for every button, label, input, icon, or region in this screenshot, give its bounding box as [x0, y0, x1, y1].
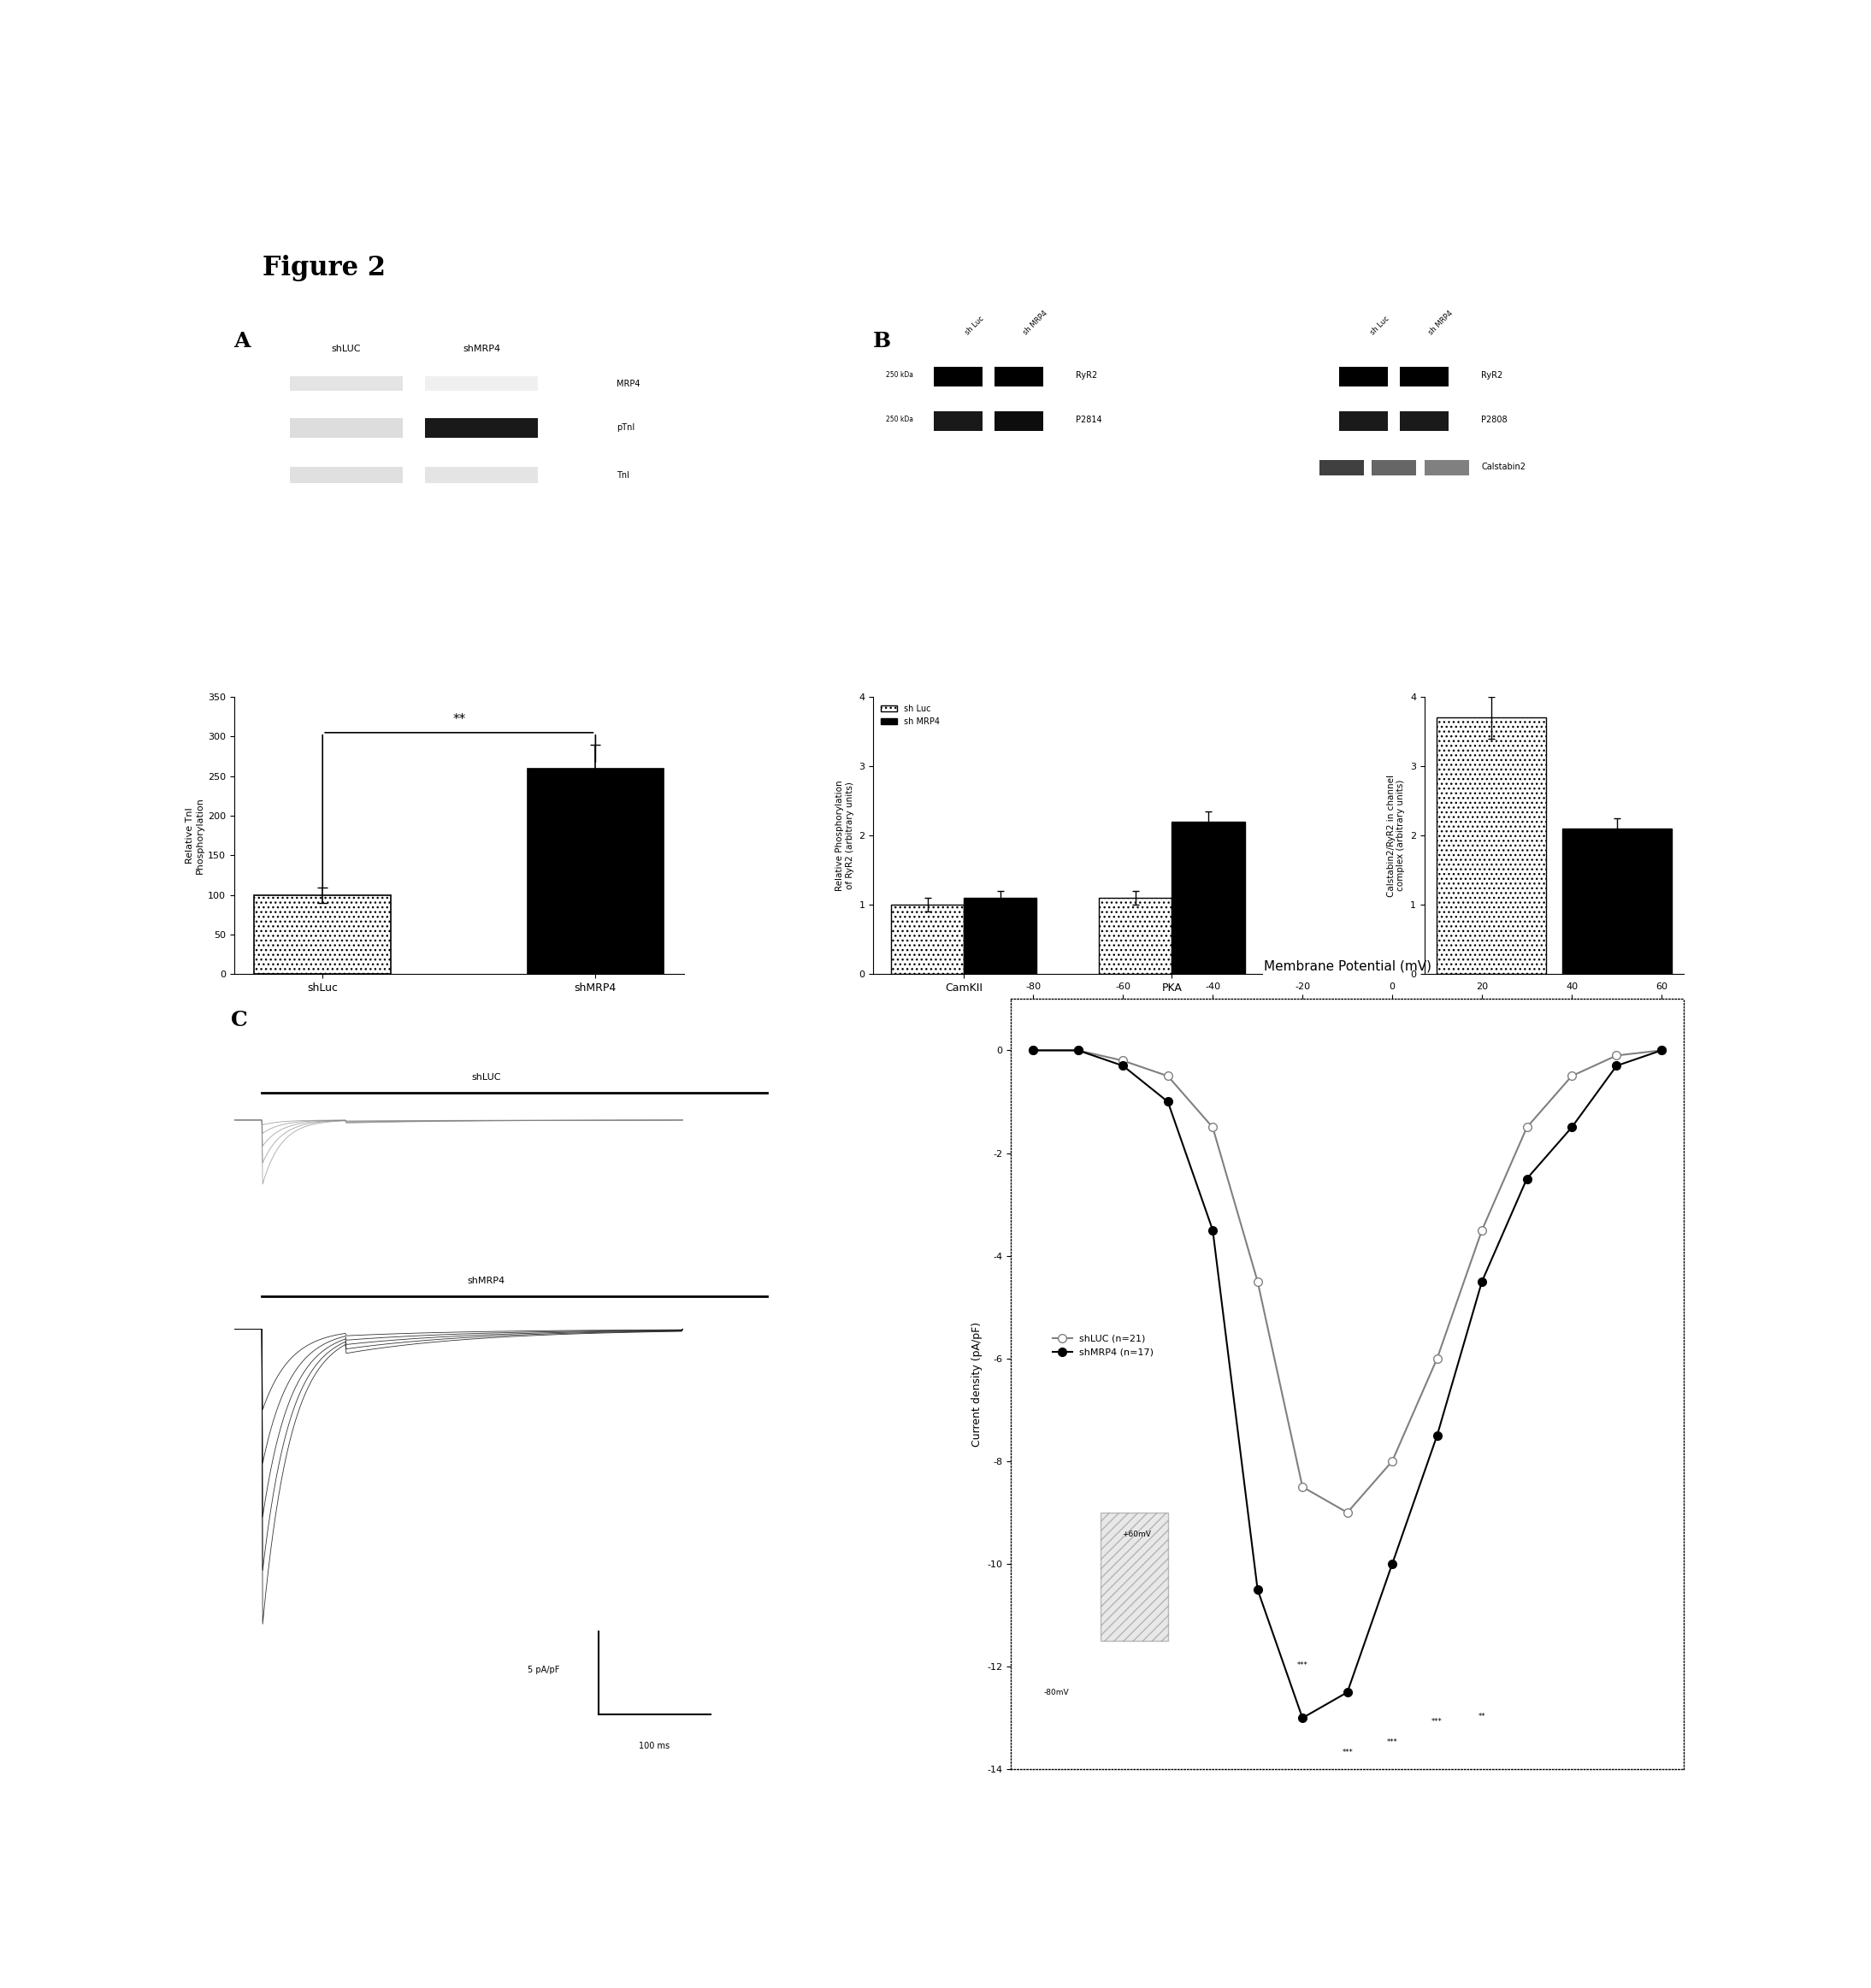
shLUC (n=21)	[1246, 1270, 1269, 1294]
shLUC (n=21)	[1381, 1449, 1403, 1473]
shLUC (n=21)	[1605, 1044, 1628, 1068]
Text: shMRP4: shMRP4	[462, 344, 500, 354]
Line: shLUC (n=21): shLUC (n=21)	[1029, 1046, 1665, 1517]
Bar	[425, 417, 537, 437]
Y-axis label: Current density (pA/pF): Current density (pA/pF)	[971, 1322, 982, 1447]
Bar	[425, 376, 537, 392]
Text: sh Luc: sh Luc	[1370, 314, 1390, 336]
shLUC (n=21)	[1111, 1050, 1134, 1074]
Bar	[1400, 412, 1448, 431]
shMRP4 (n=17)	[1471, 1270, 1493, 1294]
Text: ***: ***	[1386, 1740, 1398, 1745]
Bar	[1340, 412, 1388, 431]
Text: +60mV: +60mV	[1123, 1531, 1151, 1539]
Text: C: C	[232, 1010, 249, 1030]
shLUC (n=21)	[1650, 1038, 1673, 1062]
Text: 250 kDa: 250 kDa	[885, 415, 913, 423]
Text: RyR2: RyR2	[1482, 372, 1502, 380]
shLUC (n=21)	[1560, 1064, 1583, 1087]
Bar	[964, 899, 1037, 974]
Text: B: B	[874, 330, 891, 352]
shMRP4 (n=17)	[1022, 1038, 1044, 1062]
Text: **: **	[1478, 1714, 1486, 1720]
Bar	[425, 467, 537, 483]
shMRP4 (n=17)	[1111, 1054, 1134, 1077]
shMRP4 (n=17)	[1246, 1578, 1269, 1602]
shMRP4 (n=17)	[1381, 1553, 1403, 1576]
Bar	[1098, 899, 1171, 974]
Text: ***: ***	[1342, 1749, 1353, 1757]
shLUC (n=21)	[1426, 1346, 1448, 1370]
shMRP4 (n=17)	[1605, 1054, 1628, 1077]
Bar	[1100, 1513, 1168, 1640]
shLUC (n=21)	[1201, 1115, 1224, 1139]
Text: Figure 2: Figure 2	[262, 254, 385, 282]
Legend: shLUC (n=21), shMRP4 (n=17): shLUC (n=21), shMRP4 (n=17)	[1050, 1330, 1158, 1360]
Title: Membrane Potential (mV): Membrane Potential (mV)	[1263, 960, 1431, 972]
Bar	[1424, 459, 1469, 475]
Bar	[934, 412, 982, 431]
Bar	[1371, 459, 1416, 475]
Bar	[1437, 718, 1545, 974]
Text: MRP4: MRP4	[617, 380, 640, 388]
shLUC (n=21)	[1156, 1064, 1179, 1087]
Bar	[891, 905, 964, 974]
Text: 250 kDa: 250 kDa	[885, 372, 913, 380]
shLUC (n=21)	[1066, 1038, 1089, 1062]
Bar	[290, 376, 402, 392]
Text: -80mV: -80mV	[1044, 1688, 1068, 1696]
Text: 100 ms: 100 ms	[640, 1741, 670, 1749]
Text: RyR2: RyR2	[1076, 372, 1098, 380]
shLUC (n=21)	[1291, 1475, 1313, 1499]
Bar	[290, 467, 402, 483]
Text: sh MRP4: sh MRP4	[1428, 310, 1454, 336]
shMRP4 (n=17)	[1066, 1038, 1089, 1062]
shMRP4 (n=17)	[1291, 1706, 1313, 1730]
Bar	[1171, 821, 1244, 974]
shMRP4 (n=17)	[1156, 1089, 1179, 1113]
shMRP4 (n=17)	[1650, 1038, 1673, 1062]
Bar	[1400, 368, 1448, 386]
shMRP4 (n=17)	[1426, 1423, 1448, 1447]
Bar	[1562, 829, 1673, 974]
Text: Calstabin2: Calstabin2	[1482, 463, 1525, 471]
shMRP4 (n=17)	[1201, 1219, 1224, 1242]
Y-axis label: Calstabin2/RyR2 in channel
complex (arbitrary units): Calstabin2/RyR2 in channel complex (arbi…	[1386, 775, 1405, 897]
Bar	[995, 368, 1044, 386]
Line: shMRP4 (n=17): shMRP4 (n=17)	[1029, 1046, 1665, 1722]
Text: **: **	[453, 714, 466, 726]
Legend: sh Luc, sh MRP4: sh Luc, sh MRP4	[877, 702, 943, 730]
Text: sh Luc: sh Luc	[964, 314, 986, 336]
Text: shLUC: shLUC	[471, 1074, 501, 1081]
shLUC (n=21)	[1471, 1219, 1493, 1242]
Text: A: A	[234, 330, 251, 352]
Bar	[1319, 459, 1364, 475]
Bar	[934, 368, 982, 386]
shLUC (n=21)	[1022, 1038, 1044, 1062]
Bar	[995, 412, 1044, 431]
Bar	[254, 895, 391, 974]
Y-axis label: Relative Phosphorylation
of RyR2 (arbitrary units): Relative Phosphorylation of RyR2 (arbitr…	[836, 779, 855, 891]
Text: ***: ***	[1297, 1662, 1308, 1670]
Text: sh MRP4: sh MRP4	[1022, 310, 1050, 336]
Bar	[528, 767, 664, 974]
shMRP4 (n=17)	[1516, 1167, 1538, 1191]
shMRP4 (n=17)	[1560, 1115, 1583, 1139]
Text: ***: ***	[1431, 1718, 1443, 1726]
shLUC (n=21)	[1336, 1501, 1358, 1525]
shMRP4 (n=17)	[1336, 1680, 1358, 1704]
Y-axis label: Relative TnI
Phosphorylation: Relative TnI Phosphorylation	[185, 797, 204, 875]
Text: shMRP4: shMRP4	[468, 1276, 505, 1284]
Text: pTnI: pTnI	[617, 423, 634, 431]
shLUC (n=21)	[1516, 1115, 1538, 1139]
Text: shLUC: shLUC	[331, 344, 361, 354]
Text: P2808: P2808	[1482, 415, 1508, 423]
Text: P2814: P2814	[1076, 415, 1102, 423]
Text: 5 pA/pF: 5 pA/pF	[528, 1666, 559, 1674]
Text: TnI: TnI	[617, 471, 629, 479]
Bar	[290, 417, 402, 437]
Bar	[1340, 368, 1388, 386]
